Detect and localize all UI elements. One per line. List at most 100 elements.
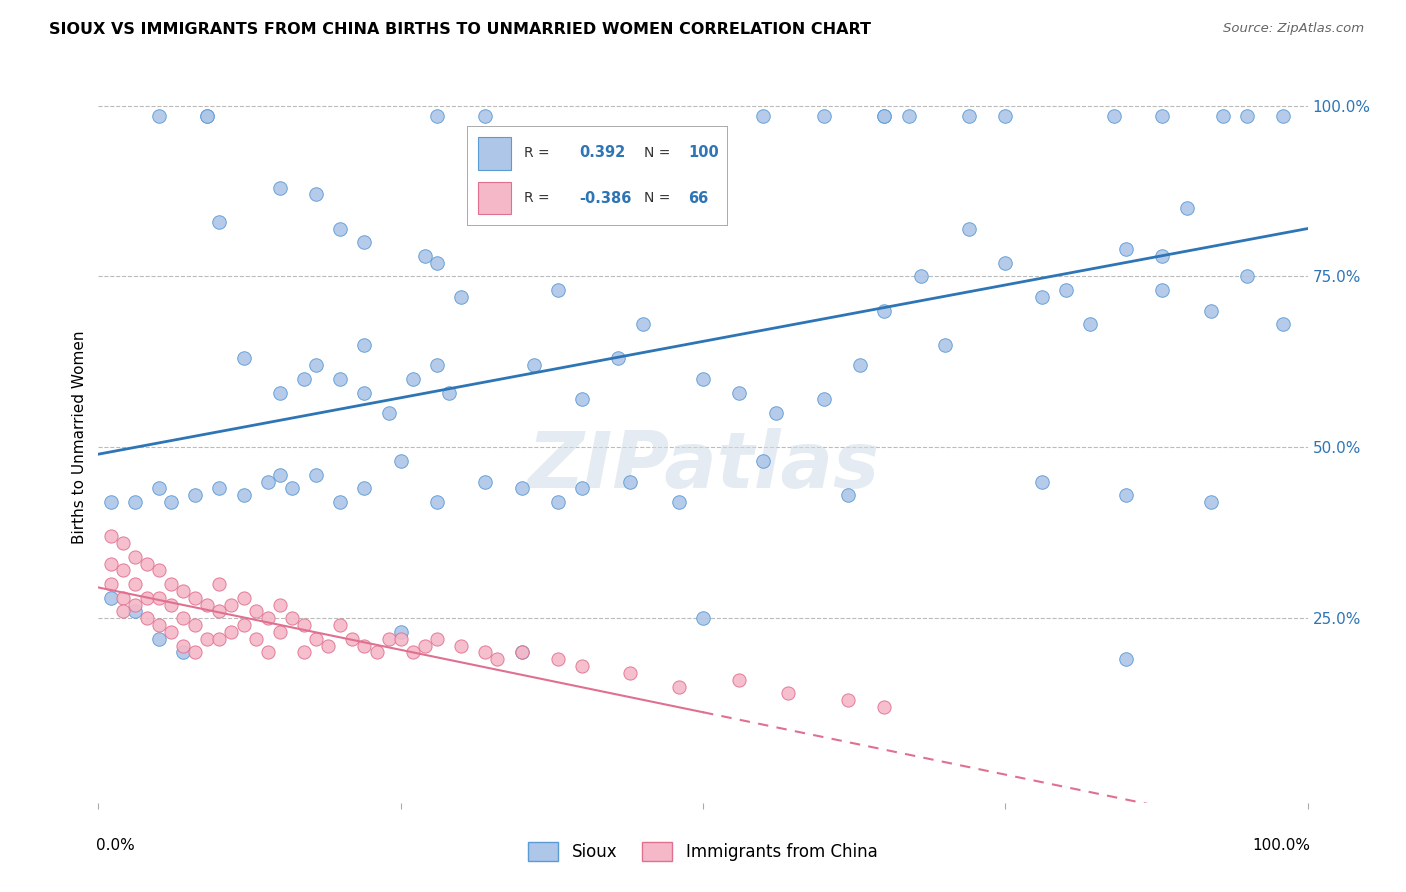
Point	[353, 481, 375, 495]
Point	[607, 351, 630, 366]
Point	[232, 351, 254, 366]
Point	[1102, 109, 1125, 123]
Point	[523, 359, 546, 373]
Point	[269, 598, 291, 612]
Point	[100, 577, 122, 591]
Point	[1236, 269, 1258, 284]
Point	[510, 645, 533, 659]
Point	[111, 536, 134, 550]
Point	[111, 604, 134, 618]
Point	[486, 652, 509, 666]
Point	[450, 290, 472, 304]
Text: 0.0%: 0.0%	[96, 838, 135, 854]
Point	[957, 221, 980, 235]
Point	[776, 686, 799, 700]
Point	[135, 557, 157, 571]
Point	[353, 338, 375, 352]
Point	[124, 549, 146, 564]
Point	[873, 303, 896, 318]
Point	[329, 618, 352, 632]
Point	[148, 481, 170, 495]
Point	[221, 598, 243, 612]
Point	[474, 475, 496, 489]
Point	[692, 611, 714, 625]
Point	[305, 359, 328, 373]
Point	[184, 645, 207, 659]
Point	[426, 109, 449, 123]
Point	[135, 591, 157, 605]
Point	[1115, 488, 1137, 502]
Point	[292, 645, 315, 659]
Point	[232, 618, 254, 632]
Point	[873, 109, 896, 123]
Point	[135, 611, 157, 625]
Point	[208, 481, 231, 495]
Point	[1199, 495, 1222, 509]
Point	[402, 372, 425, 386]
Point	[184, 591, 207, 605]
Point	[1272, 318, 1295, 332]
Text: Source: ZipAtlas.com: Source: ZipAtlas.com	[1223, 22, 1364, 36]
Point	[813, 109, 835, 123]
Point	[994, 256, 1017, 270]
Point	[292, 618, 315, 632]
Point	[316, 639, 339, 653]
Point	[1115, 242, 1137, 256]
Point	[329, 372, 352, 386]
Point	[1152, 283, 1174, 297]
Point	[148, 591, 170, 605]
Point	[728, 385, 751, 400]
Point	[342, 632, 364, 646]
Y-axis label: Births to Unmarried Women: Births to Unmarried Women	[72, 330, 87, 544]
Point	[1236, 109, 1258, 123]
Point	[100, 495, 122, 509]
Point	[957, 109, 980, 123]
Point	[547, 652, 569, 666]
Point	[172, 583, 194, 598]
Point	[184, 618, 207, 632]
Point	[547, 495, 569, 509]
Point	[292, 372, 315, 386]
Point	[752, 109, 775, 123]
Point	[837, 693, 859, 707]
Point	[195, 632, 218, 646]
Point	[873, 700, 896, 714]
Point	[124, 604, 146, 618]
Point	[910, 269, 932, 284]
Point	[873, 109, 896, 123]
Point	[305, 187, 328, 202]
Text: ZIPatlas: ZIPatlas	[527, 428, 879, 504]
Point	[377, 632, 399, 646]
Point	[1272, 109, 1295, 123]
Legend: Sioux, Immigrants from China: Sioux, Immigrants from China	[522, 835, 884, 868]
Point	[897, 109, 920, 123]
Point	[195, 109, 218, 123]
Point	[402, 645, 425, 659]
Point	[1115, 652, 1137, 666]
Point	[269, 385, 291, 400]
Point	[510, 481, 533, 495]
Point	[305, 467, 328, 482]
Point	[195, 109, 218, 123]
Point	[450, 639, 472, 653]
Point	[256, 475, 278, 489]
Point	[160, 624, 183, 639]
Point	[269, 180, 291, 194]
Point	[208, 577, 231, 591]
Point	[413, 639, 436, 653]
Point	[124, 495, 146, 509]
Point	[208, 215, 231, 229]
Point	[1031, 290, 1053, 304]
Point	[752, 454, 775, 468]
Point	[837, 488, 859, 502]
Text: SIOUX VS IMMIGRANTS FROM CHINA BIRTHS TO UNMARRIED WOMEN CORRELATION CHART: SIOUX VS IMMIGRANTS FROM CHINA BIRTHS TO…	[49, 22, 872, 37]
Point	[111, 563, 134, 577]
Point	[437, 385, 460, 400]
Point	[353, 235, 375, 250]
Point	[208, 632, 231, 646]
Point	[571, 481, 593, 495]
Point	[510, 645, 533, 659]
Point	[148, 563, 170, 577]
Point	[692, 372, 714, 386]
Point	[474, 645, 496, 659]
